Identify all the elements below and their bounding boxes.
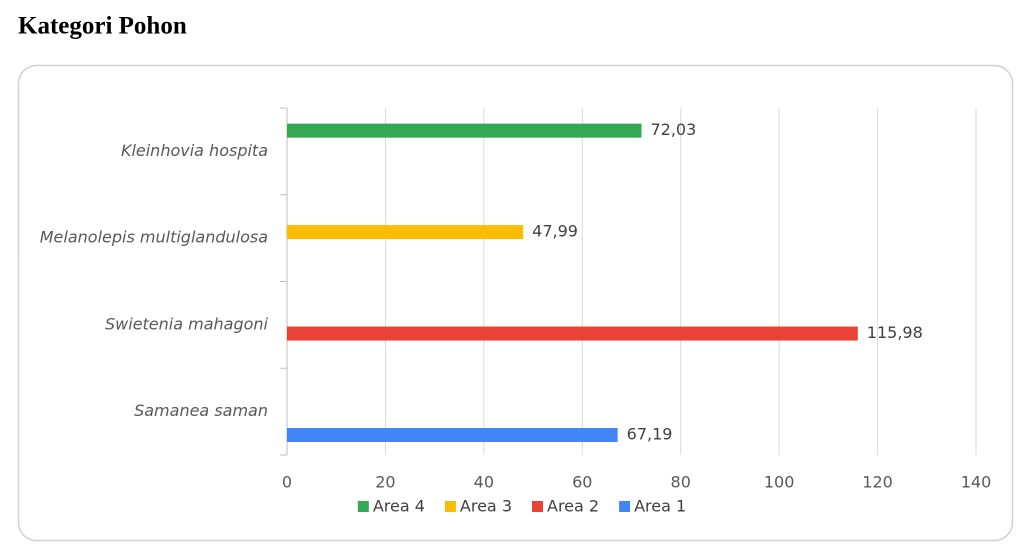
legend-swatch [444, 501, 456, 512]
bar [287, 123, 642, 138]
x-tick-label: 60 [572, 473, 592, 492]
data-label: 67,19 [627, 425, 673, 444]
x-tick-label: 140 [961, 473, 992, 492]
bar [287, 326, 858, 341]
chart-frame [17, 64, 1014, 542]
legend-label: Area 1 [634, 497, 686, 516]
x-tick-label: 100 [764, 473, 795, 492]
data-label: 47,99 [532, 222, 578, 241]
data-label: 115,98 [867, 323, 923, 342]
x-tick-label: 20 [375, 473, 395, 492]
category-label: Kleinhovia hospita [121, 141, 268, 160]
category-label: Melanolepis multiglandulosa [40, 228, 268, 247]
x-tick-label: 120 [862, 473, 893, 492]
legend-swatch [357, 501, 369, 512]
legend-label: Area 2 [547, 497, 599, 516]
legend-label: Area 3 [460, 497, 512, 516]
legend-label: Area 4 [373, 497, 425, 516]
legend-swatch [619, 501, 631, 512]
bar [287, 428, 618, 442]
data-label: 72,03 [650, 120, 696, 139]
chart-title: Kategori Pohon [18, 13, 187, 40]
x-tick-label: 40 [474, 473, 494, 492]
category-label: Samanea saman [134, 401, 268, 420]
category-label: Swietenia mahagoni [105, 314, 269, 333]
bar [287, 225, 524, 240]
x-tick-label: 80 [671, 473, 691, 492]
legend-swatch [532, 501, 543, 512]
x-tick-label: 0 [282, 473, 292, 492]
